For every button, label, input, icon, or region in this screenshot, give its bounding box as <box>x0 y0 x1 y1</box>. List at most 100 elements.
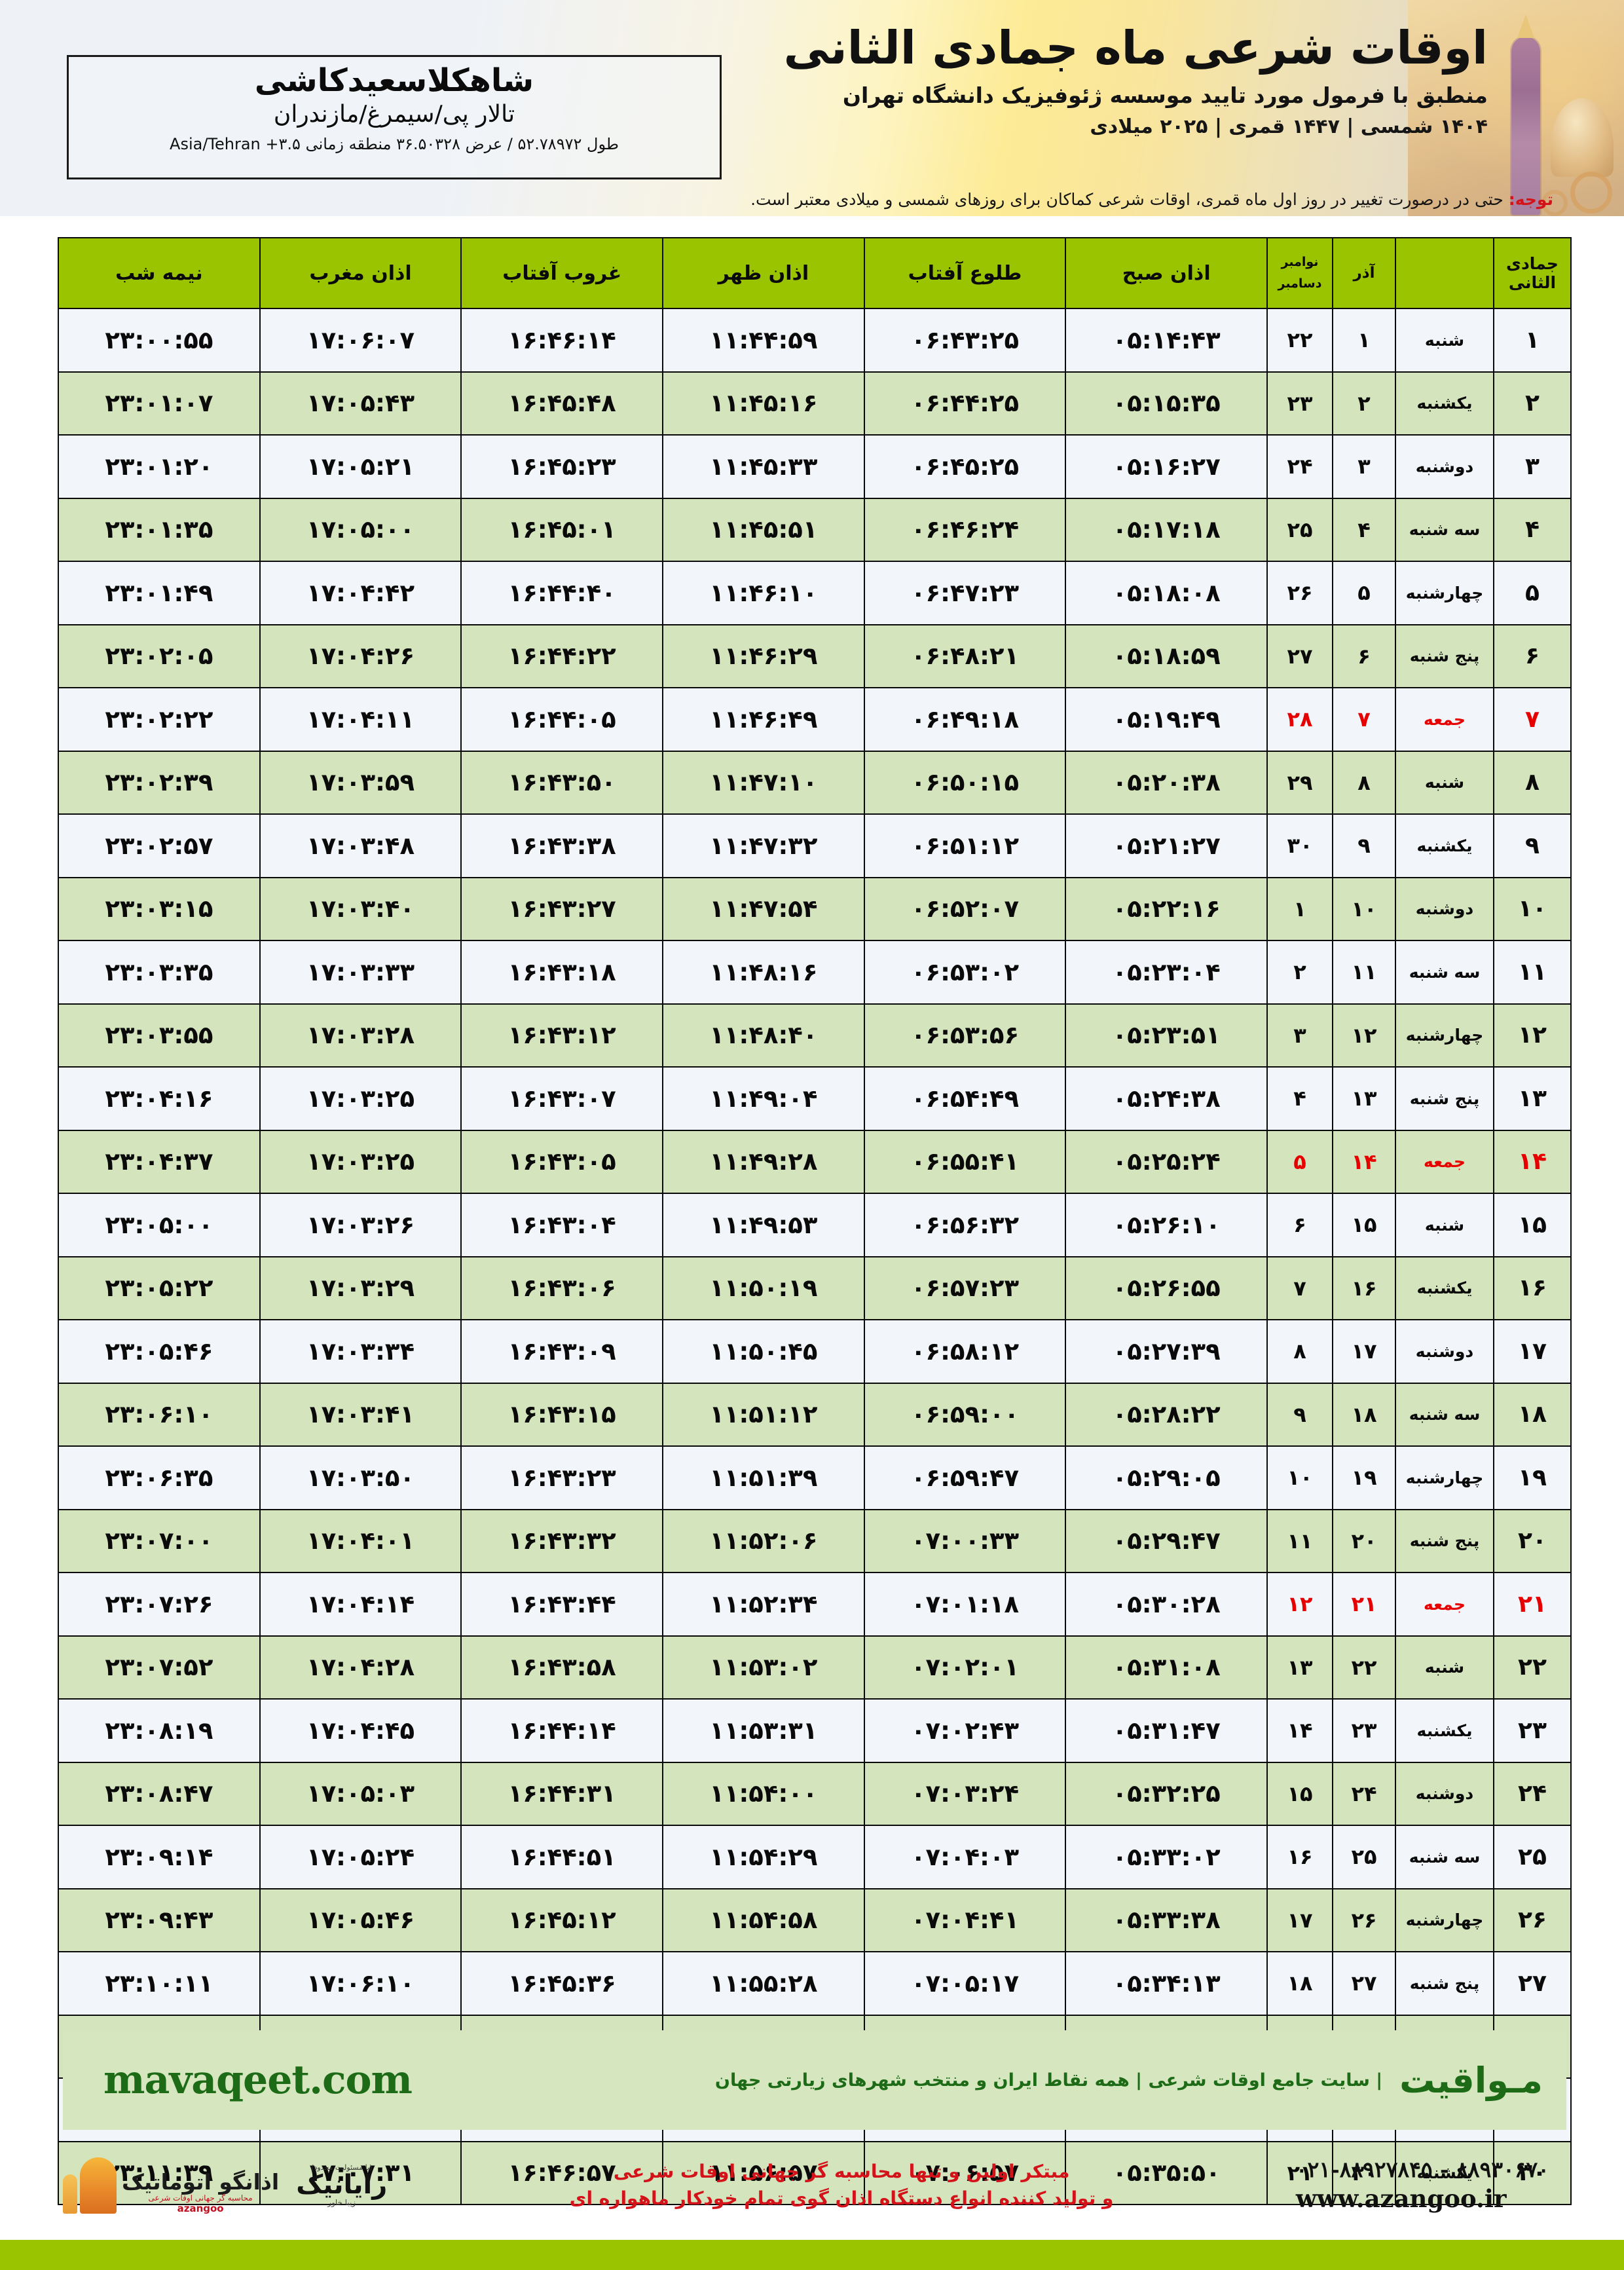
cell-midnight-time: ۲۳:۰۶:۳۵ <box>58 1445 261 1510</box>
cell-maghrib-time: ۱۷:۰۳:۳۳ <box>259 940 462 1005</box>
table-row: ۵ چهارشنبه ۵ ۲۶ ۰۵:۱۸:۰۸ ۰۶:۴۷:۲۳ ۱۱:۴۶:۱۰ ۱۶:۴… <box>58 561 1572 625</box>
cell-gregorian-day: ۱۵ <box>1266 1761 1333 1826</box>
cell-weekday: سه شنبه <box>1395 940 1494 1005</box>
cell-maghrib-time: ۱۷:۰۴:۰۱ <box>259 1508 462 1573</box>
cell-dhuhr-time: ۱۱:۴۷:۱۰ <box>662 750 865 815</box>
cell-solar-day: ۲ <box>1332 371 1396 436</box>
table-row: ۷ جمعه ۷ ۲۸ ۰۵:۱۹:۴۹ ۰۶:۴۹:۱۸ ۱۱:۴۶:۴۹ ۱۶:۴۴:۰۵… <box>58 687 1572 752</box>
cell-solar-day: ۹ <box>1332 813 1396 878</box>
azangoo-minaret-icon <box>63 2157 117 2214</box>
cell-maghrib-time: ۱۷:۰۳:۴۸ <box>259 813 462 878</box>
cell-midnight-time: ۲۳:۰۴:۳۷ <box>58 1129 261 1194</box>
cell-gregorian-day: ۸ <box>1266 1319 1333 1384</box>
cell-sunrise-time: ۰۶:۴۶:۲۴ <box>863 497 1067 562</box>
cell-sunrise-time: ۰۶:۵۹:۴۷ <box>863 1445 1067 1510</box>
cell-midnight-time: ۲۳:۰۶:۱۰ <box>58 1382 261 1447</box>
cell-sunset-time: ۱۶:۴۳:۲۳ <box>460 1445 664 1510</box>
table-row: ۲۴ دوشنبه ۲۴ ۱۵ ۰۵:۳۲:۲۵ ۰۷:۰۳:۲۴ ۱۱:۵۴:۰۰ ۱۶:۴… <box>58 1761 1572 1826</box>
cell-dhuhr-time: ۱۱:۴۴:۵۹ <box>662 308 865 373</box>
cell-maghrib-time: ۱۷:۰۶:۱۰ <box>259 1951 462 2016</box>
cell-midnight-time: ۲۳:۰۷:۲۶ <box>58 1572 261 1637</box>
cell-sunset-time: ۱۶:۴۳:۰۹ <box>460 1319 664 1384</box>
cell-maghrib-time: ۱۷:۰۵:۴۶ <box>259 1888 462 1952</box>
promo-website-link[interactable]: mavaqeet.com <box>103 2057 413 2103</box>
cell-fajr-time: ۰۵:۱۹:۴۹ <box>1065 687 1268 752</box>
promo-brand-fa: مـواقیت <box>1399 2059 1543 2101</box>
cell-maghrib-time: ۱۷:۰۵:۲۱ <box>259 434 462 499</box>
cell-solar-day: ۵ <box>1332 561 1396 625</box>
footer-website-link[interactable]: www.azangoo.ir <box>1295 2184 1507 2214</box>
cell-hijri-day: ۲۶ <box>1493 1888 1572 1952</box>
cell-gregorian-day: ۲۵ <box>1266 497 1333 562</box>
cell-weekday: دوشنبه <box>1395 434 1494 499</box>
cell-sunrise-time: ۰۶:۵۶:۳۲ <box>863 1193 1067 1257</box>
cell-weekday: جمعه <box>1395 1129 1494 1194</box>
cell-dhuhr-time: ۱۱:۵۴:۲۹ <box>662 1825 865 1889</box>
table-row: ۸ شنبه ۸ ۲۹ ۰۵:۲۰:۳۸ ۰۶:۵۰:۱۵ ۱۱:۴۷:۱۰ ۱۶:۴۳:۵۰… <box>58 750 1572 815</box>
cell-dhuhr-time: ۱۱:۵۵:۲۸ <box>662 1951 865 2016</box>
cell-dhuhr-time: ۱۱:۵۴:۵۸ <box>662 1888 865 1952</box>
cell-weekday: چهارشنبه <box>1395 1888 1494 1952</box>
footer-contact: ۰۲۱-۸۸۹۲۷۸۴۵ - ۸۸۹۳۰۶۷۰ www.azangoo.ir <box>1296 2156 1549 2215</box>
cell-weekday: دوشنبه <box>1395 1319 1494 1384</box>
cell-gregorian-day: ۳۰ <box>1266 813 1333 878</box>
cell-solar-day: ۱۴ <box>1332 1129 1396 1194</box>
cell-maghrib-time: ۱۷:۰۳:۳۴ <box>259 1319 462 1384</box>
cell-maghrib-time: ۱۷:۰۳:۲۶ <box>259 1193 462 1257</box>
cell-maghrib-time: ۱۷:۰۳:۴۱ <box>259 1382 462 1447</box>
table-row: ۱ شنبه ۱ ۲۲ ۰۵:۱۴:۴۳ ۰۶:۴۳:۲۵ ۱۱:۴۴:۵۹ ۱۶:۴۶:۱۴… <box>58 308 1572 373</box>
cell-sunrise-time: ۰۶:۵۷:۲۳ <box>863 1256 1067 1320</box>
cell-sunrise-time: ۰۶:۴۷:۲۳ <box>863 561 1067 625</box>
cell-dhuhr-time: ۱۱:۴۶:۲۹ <box>662 623 865 688</box>
cell-hijri-day: ۲۴ <box>1493 1761 1572 1826</box>
cell-weekday: پنج شنبه <box>1395 623 1494 688</box>
cell-dhuhr-time: ۱۱:۵۳:۳۱ <box>662 1698 865 1763</box>
cell-maghrib-time: ۱۷:۰۴:۱۴ <box>259 1572 462 1637</box>
azangoo-logo-sub: محاسبه گر جهانی اوقات شرعی <box>148 2193 253 2203</box>
header-gregorian-months: نوامبر دسامبر <box>1266 237 1333 309</box>
cell-solar-day: ۶ <box>1332 623 1396 688</box>
cell-solar-day: ۷ <box>1332 687 1396 752</box>
cell-fajr-time: ۰۵:۳۳:۳۸ <box>1065 1888 1268 1952</box>
location-region: تالار پی/سیمرغ/مازندران <box>273 100 515 128</box>
cell-hijri-day: ۹ <box>1493 813 1572 878</box>
table-row: ۱۳ پنج شنبه ۱۳ ۴ ۰۵:۲۴:۳۸ ۰۶:۵۴:۴۹ ۱۱:۴۹:۰۴ ۱۶:… <box>58 1066 1572 1131</box>
cell-solar-day: ۳۰ <box>1332 2140 1396 2205</box>
cell-sunset-time: ۱۶:۴۳:۵۸ <box>460 1635 664 1700</box>
azangoo-logo-en: azangoo <box>177 2202 224 2214</box>
cell-sunrise-time: ۰۷:۰۲:۴۳ <box>863 1698 1067 1763</box>
cell-solar-day: ۲۲ <box>1332 1635 1396 1700</box>
cell-gregorian-day: ۱۲ <box>1266 1572 1333 1637</box>
table-row: ۶ پنج شنبه ۶ ۲۷ ۰۵:۱۸:۵۹ ۰۶:۴۸:۲۱ ۱۱:۴۶:۲۹ ۱۶:۴… <box>58 623 1572 688</box>
note-line: توجه: حتی در درصورت تغییر در روز اول ماه… <box>0 190 1624 209</box>
cell-gregorian-day: ۱۱ <box>1266 1508 1333 1573</box>
cell-gregorian-day: ۷ <box>1266 1256 1333 1320</box>
cell-dhuhr-time: ۱۱:۵۱:۳۹ <box>662 1445 865 1510</box>
cell-maghrib-time: ۱۷:۰۷:۳۱ <box>259 2140 462 2205</box>
cell-gregorian-day: ۲۳ <box>1266 371 1333 436</box>
cell-hijri-day: ۷ <box>1493 687 1572 752</box>
cell-solar-day: ۴ <box>1332 497 1396 562</box>
header-sunrise: طلوع آفتاب <box>863 237 1067 309</box>
cell-sunset-time: ۱۶:۴۵:۲۳ <box>460 434 664 499</box>
cell-gregorian-day: ۶ <box>1266 1193 1333 1257</box>
cell-midnight-time: ۲۳:۰۸:۱۹ <box>58 1698 261 1763</box>
header-weekday <box>1395 237 1494 309</box>
cell-hijri-day: ۱۶ <box>1493 1256 1572 1320</box>
azangoo-logo-main: اذانگو اتوماتیک <box>122 2169 280 2195</box>
cell-hijri-day: ۲۳ <box>1493 1698 1572 1763</box>
cell-fajr-time: ۰۵:۲۴:۳۸ <box>1065 1066 1268 1131</box>
cell-maghrib-time: ۱۷:۰۵:۲۴ <box>259 1825 462 1889</box>
minaret-icon <box>1511 37 1540 215</box>
cell-gregorian-day: ۱۴ <box>1266 1698 1333 1763</box>
cell-fajr-time: ۰۵:۱۶:۲۷ <box>1065 434 1268 499</box>
table-row: ۲۱ جمعه ۲۱ ۱۲ ۰۵:۳۰:۲۸ ۰۷:۰۱:۱۸ ۱۱:۵۲:۳۴ ۱۶:۴۳:… <box>58 1572 1572 1637</box>
cell-midnight-time: ۲۳:۰۱:۰۷ <box>58 371 261 436</box>
cell-gregorian-day: ۱۷ <box>1266 1888 1333 1952</box>
table-body: ۱ شنبه ۱ ۲۲ ۰۵:۱۴:۴۳ ۰۶:۴۳:۲۵ ۱۱:۴۴:۵۹ ۱۶:۴۶:۱۴… <box>58 308 1572 2205</box>
cell-sunset-time: ۱۶:۴۳:۰۷ <box>460 1066 664 1131</box>
cell-solar-day: ۱ <box>1332 308 1396 373</box>
cell-hijri-day: ۶ <box>1493 623 1572 688</box>
cell-weekday: یکشنبه <box>1395 2140 1494 2205</box>
cell-solar-day: ۱۱ <box>1332 940 1396 1005</box>
